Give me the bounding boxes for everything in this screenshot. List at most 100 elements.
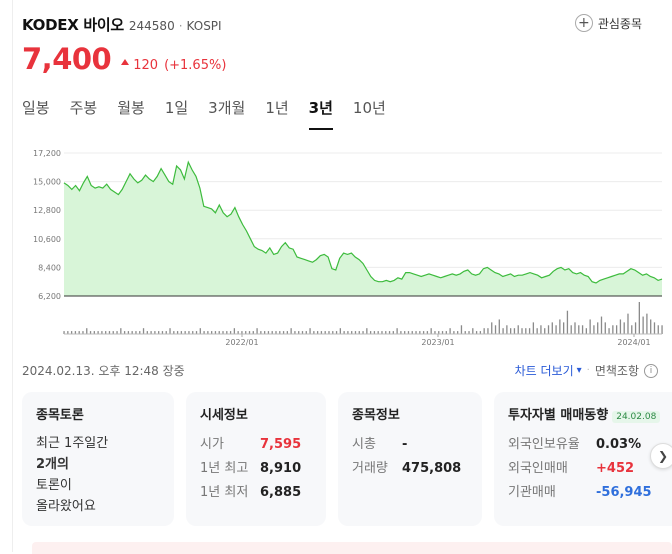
chart-links: 차트 더보기 ▾ · 면책조항 i [515,362,658,379]
volume-bar [494,325,497,334]
volume-bar [445,331,447,334]
market-cap-row: 시총 - [352,433,468,457]
volume-bar [237,331,239,334]
tab-daily[interactable]: 일봉 [22,99,50,117]
volume-bar [112,331,114,334]
price-chart[interactable]: 17,200 15,000 12,800 10,600 8,400 6,200 2022/0… [0,145,672,350]
volume-bar [188,331,190,334]
discussion-summary: 최근 1주일간 2개의 토론이 올라왔어요 [36,433,160,517]
stock-info-panel[interactable]: 종목정보 시총 - 거래량 475,808 [338,392,482,526]
volume-bar [373,331,376,334]
volume-bar [487,328,489,334]
info-icon[interactable]: i [644,363,658,378]
y-tick-label: 10,600 [33,235,61,244]
volume-bar [328,331,330,334]
volume-bar [180,331,183,334]
volume-bar [419,331,421,334]
market-info-panel[interactable]: 시세정보 시가 7,595 1년 최고 8,910 1년 최저 6,885 [186,392,326,526]
volume-bar [313,331,315,334]
volume-bar [89,331,92,334]
volume-bar [491,322,493,334]
volume-bar [555,325,557,334]
volume-bar [392,331,394,334]
tab-1day[interactable]: 1일 [164,99,189,117]
current-price: 7,400 [22,42,112,76]
open-price-row: 시가 7,595 [200,433,312,457]
volume-bar [475,331,478,334]
disclaimer-link[interactable]: 면책조항 [594,364,639,378]
volume-bar [63,331,65,334]
y-tick-label: 12,800 [33,206,61,215]
volume-bar [430,328,432,334]
kv-value: 6,885 [260,485,302,500]
volume-bar [286,331,289,334]
volume-bar [229,331,232,334]
tab-10year[interactable]: 10년 [352,99,386,117]
volume-bar [411,331,413,334]
chevron-right-icon[interactable]: ❯ [650,443,672,469]
volume-bar [309,328,311,334]
kv-label: 외국인보유율 [508,437,580,452]
tab-3year[interactable]: 3년 [308,97,333,130]
volume-bar [74,331,77,334]
volume-bar [161,331,164,334]
y-tick-label: 15,000 [33,178,61,187]
volume-bar [627,313,629,334]
volume-bar [101,331,103,334]
discussion-panel[interactable]: 종목토론 최근 1주일간 2개의 토론이 올라왔어요 [22,392,174,526]
volume-bar [67,331,69,334]
volume-bar [547,325,550,334]
volume-bar [608,328,610,334]
volume-bar [184,331,186,334]
volume-bar [142,328,145,334]
volume-bar [256,328,258,334]
volume-bar [589,319,591,334]
volume-bar [290,328,292,334]
volume-bar [260,331,262,334]
volume-bar [248,331,251,334]
volume-bar [434,331,436,334]
stock-name[interactable]: KODEX 바이오 [22,16,124,34]
volume-bar [339,328,341,334]
volume-bar [335,331,338,334]
discussion-line: 올라왔어요 [36,499,96,514]
volume-bar [604,322,606,334]
stock-header: KODEX 바이오 244580 · KOSPI [22,14,222,35]
tab-1year[interactable]: 1년 [265,99,289,117]
tab-weekly[interactable]: 주봉 [69,99,98,117]
volume-bar [581,325,584,334]
chart-more-link[interactable]: 차트 더보기 [514,364,574,378]
market-name: KOSPI [186,19,222,33]
volume-bar [362,331,364,334]
volume-bar [116,331,118,334]
volume-bar [396,328,398,334]
tab-monthly[interactable]: 월봉 [117,99,145,117]
volume-bar [574,322,576,334]
volume-bar [207,331,209,334]
volume-bar [252,331,254,334]
kv-value: +452 [596,461,635,476]
volume-bar [460,325,463,334]
volume-bar [82,331,84,334]
volume-bar [638,302,640,334]
discussion-line: 최근 1주일간 [36,436,109,451]
volume-bar [222,331,224,334]
kv-value: 8,910 [260,461,302,476]
favorite-label: 관심종목 [597,16,642,31]
tab-3month[interactable]: 3개월 [208,99,246,117]
volume-bar [441,331,444,334]
volume-bar [139,331,141,334]
kv-label: 외국인매매 [508,461,568,476]
volume-bar [199,328,201,334]
volume-bar [332,331,334,334]
volume-bar [513,328,516,334]
volume-bar [600,316,603,334]
volume-bar [195,331,198,334]
volume-bar [438,331,440,334]
volume-bar [385,331,387,334]
stock-code: 244580 [128,19,175,33]
chevron-down-icon: ▾ [576,365,582,376]
volume-bar [169,328,171,334]
investor-trend-panel[interactable]: 투자자별 매매동향 24.02.08 외국인보유율 0.03% 외국인매매 +45… [494,392,672,526]
favorite-button[interactable]: + 관심종목 [574,14,642,32]
